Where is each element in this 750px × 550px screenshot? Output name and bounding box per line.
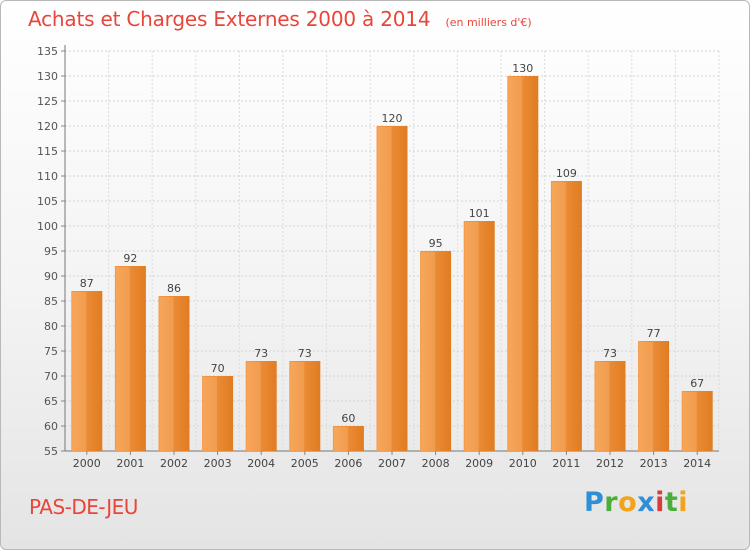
bar-value-label: 120 xyxy=(382,112,403,125)
bar-highlight xyxy=(682,392,697,451)
bar xyxy=(638,341,670,451)
x-tick-label: 2001 xyxy=(116,457,144,470)
bar-value-label: 95 xyxy=(429,237,443,250)
bar-highlight xyxy=(377,127,392,451)
x-tick-label: 2004 xyxy=(247,457,275,470)
bar xyxy=(158,296,190,451)
bar xyxy=(420,251,452,451)
bar-value-label: 73 xyxy=(603,347,617,360)
tick-labels: 55 60 65 70 75 80 85 90 95 100 105 110 115 120 125 130 1… xyxy=(37,45,711,470)
y-tick-label: 130 xyxy=(37,70,58,83)
x-tick-label: 2010 xyxy=(509,457,537,470)
bar-value-label: 130 xyxy=(512,62,533,75)
y-tick-label: 85 xyxy=(44,295,58,308)
bar-highlight xyxy=(508,77,523,451)
y-tick-label: 110 xyxy=(37,170,58,183)
bar xyxy=(289,361,321,451)
x-tick-label: 2000 xyxy=(73,457,101,470)
y-tick-label: 105 xyxy=(37,195,58,208)
chart-title: Achats et Charges Externes 2000 à 2014 xyxy=(28,7,431,31)
x-tick-label: 2005 xyxy=(291,457,319,470)
bar xyxy=(245,361,277,451)
bar-value-label: 101 xyxy=(469,207,490,220)
y-tick-label: 100 xyxy=(37,220,58,233)
y-tick-label: 55 xyxy=(44,445,58,458)
bar-value-label: 86 xyxy=(167,282,181,295)
bar-value-label: 109 xyxy=(556,167,577,180)
bar xyxy=(681,391,713,451)
y-tick-label: 120 xyxy=(37,120,58,133)
proxiti-logo[interactable]: Proxiti xyxy=(584,487,689,518)
bar-highlight xyxy=(421,252,436,451)
x-tick-label: 2013 xyxy=(640,457,668,470)
x-tick-label: 2007 xyxy=(378,457,406,470)
bar xyxy=(114,266,146,451)
bar-highlight xyxy=(72,292,87,451)
y-tick-label: 125 xyxy=(37,95,58,108)
x-tick-label: 2011 xyxy=(552,457,580,470)
bar-highlight xyxy=(159,297,174,451)
bar-value-label: 77 xyxy=(647,327,661,340)
bar xyxy=(332,426,364,451)
y-tick-label: 65 xyxy=(44,395,58,408)
bar xyxy=(202,376,234,451)
bar-highlight xyxy=(246,362,261,451)
y-tick-label: 95 xyxy=(44,245,58,258)
y-tick-label: 60 xyxy=(44,420,58,433)
bar-value-label: 70 xyxy=(211,362,225,375)
bar-value-label: 73 xyxy=(298,347,312,360)
x-tick-label: 2009 xyxy=(465,457,493,470)
title-row: Achats et Charges Externes 2000 à 2014 (… xyxy=(28,7,532,31)
bar-highlight xyxy=(639,342,654,451)
x-tick-label: 2003 xyxy=(204,457,232,470)
bar-highlight xyxy=(203,377,218,451)
x-tick-label: 2006 xyxy=(334,457,362,470)
bar xyxy=(507,76,539,451)
y-tick-label: 90 xyxy=(44,270,58,283)
bar-value-label: 92 xyxy=(123,252,137,265)
bar-highlight xyxy=(333,427,348,451)
bar xyxy=(550,181,582,451)
x-tick-label: 2008 xyxy=(422,457,450,470)
bar-highlight xyxy=(464,222,479,451)
bar xyxy=(594,361,626,451)
commune-name: PAS-DE-JEU xyxy=(29,495,138,519)
bar-value-label: 60 xyxy=(341,412,355,425)
bar-value-label: 87 xyxy=(80,277,94,290)
bar-highlight xyxy=(115,267,130,451)
bar xyxy=(376,126,408,451)
bar-highlight xyxy=(595,362,610,451)
y-tick-label: 135 xyxy=(37,45,58,58)
data-labels: 87 92 86 70 73 73 60 120 95 101 130 109 73 77 67 xyxy=(80,62,704,425)
bar-highlight xyxy=(290,362,305,451)
y-tick-label: 70 xyxy=(44,370,58,383)
bar xyxy=(463,221,495,451)
bar-value-label: 73 xyxy=(254,347,268,360)
bar xyxy=(71,291,103,451)
x-tick-label: 2012 xyxy=(596,457,624,470)
y-tick-label: 75 xyxy=(44,345,58,358)
x-tick-label: 2002 xyxy=(160,457,188,470)
x-tick-label: 2014 xyxy=(683,457,711,470)
bar-highlight xyxy=(551,182,566,451)
y-tick-label: 80 xyxy=(44,320,58,333)
chart-subtitle: (en milliers d'€) xyxy=(445,16,532,29)
y-tick-label: 115 xyxy=(37,145,58,158)
bar-value-label: 67 xyxy=(690,377,704,390)
bars xyxy=(71,76,713,451)
